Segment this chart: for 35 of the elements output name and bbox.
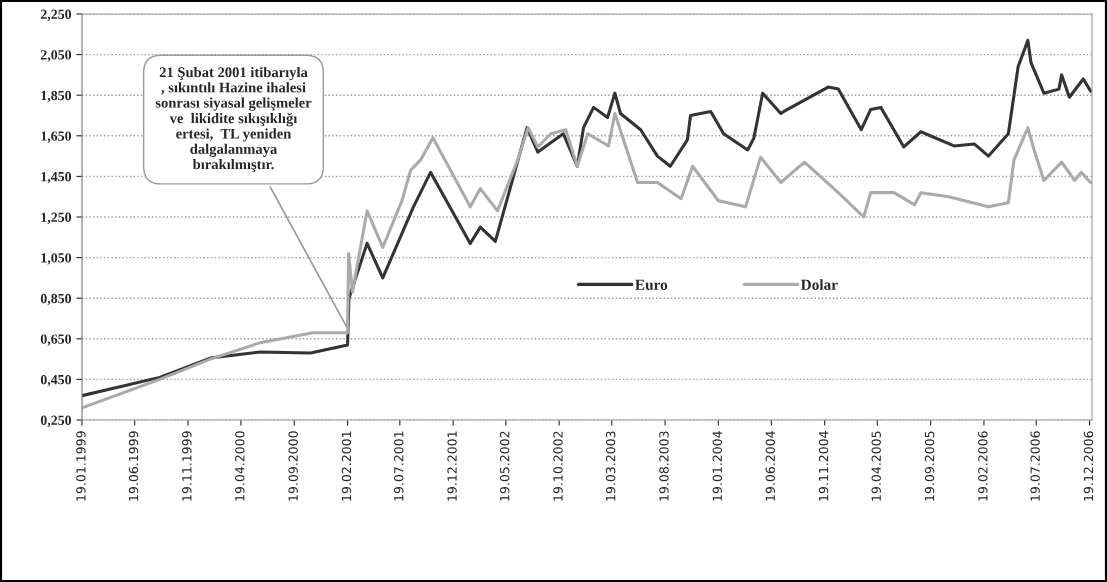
y-tick-label: 0,250 [40, 415, 72, 427]
x-tick-label: 19.05.2002 [499, 431, 510, 501]
x-tick-label: 19.06.1999 [128, 431, 139, 501]
x-tick-label: 19.12.2006 [1083, 431, 1094, 501]
x-tick-label: 19.03.2003 [605, 431, 616, 501]
x-tick-label: 19.11.1999 [182, 431, 192, 501]
legend-label: Dolar [800, 279, 838, 290]
annotation: 21 Şubat 2001 itibarıyla , sıkıntılı Hazine ihalesi sonrası siyasal gelişmeler ve likidite sıkışıklığı ertesi, TL yeniden dalgalanmaya bırakılmıştır. [155, 66, 312, 173]
x-tick-label: 19.07.2001 [394, 431, 404, 501]
y-tick-label: 2,050 [40, 50, 72, 62]
x-tick-label: 19.10.2002 [553, 431, 563, 501]
y-tick-label: 1,250 [41, 212, 72, 224]
x-tick-label: 19.07.2006 [1030, 431, 1040, 501]
x-tick-label: 19.09.2005 [924, 431, 935, 501]
x-tick-label: 19.01.1999 [76, 431, 86, 501]
line-series [82, 111, 1092, 410]
x-tick-label: 19.12.2001 [447, 431, 457, 501]
y-tick-label: 0,850 [40, 293, 72, 306]
y-tick-label: 0,450 [40, 374, 72, 387]
y-tick-label: 1,450 [41, 171, 72, 184]
x-tick-label: 19.08.2003 [659, 431, 669, 501]
x-tick-label: 19.11.2004 [818, 431, 829, 501]
y-tick-label: 1,050 [41, 253, 72, 265]
x-tick-label: 19.02.2001 [341, 431, 352, 501]
x-tick-label: 19.04.2000 [235, 431, 245, 501]
x-tick-label: 19.04.2005 [871, 431, 881, 501]
y-tick-label: 1,850 [41, 90, 72, 103]
y-tick-label: 1,650 [41, 131, 72, 143]
x-tick-label: 19.09.2000 [288, 431, 298, 501]
x-tick-label: 19.01.2004 [712, 431, 723, 501]
y-tick-label: 0,650 [40, 334, 72, 346]
x-tick-label: 19.02.2006 [978, 431, 988, 501]
y-tick-label: 2,250 [40, 9, 72, 21]
x-tick-label: 19.06.2004 [765, 431, 775, 501]
legend-label: Euro [635, 279, 668, 290]
